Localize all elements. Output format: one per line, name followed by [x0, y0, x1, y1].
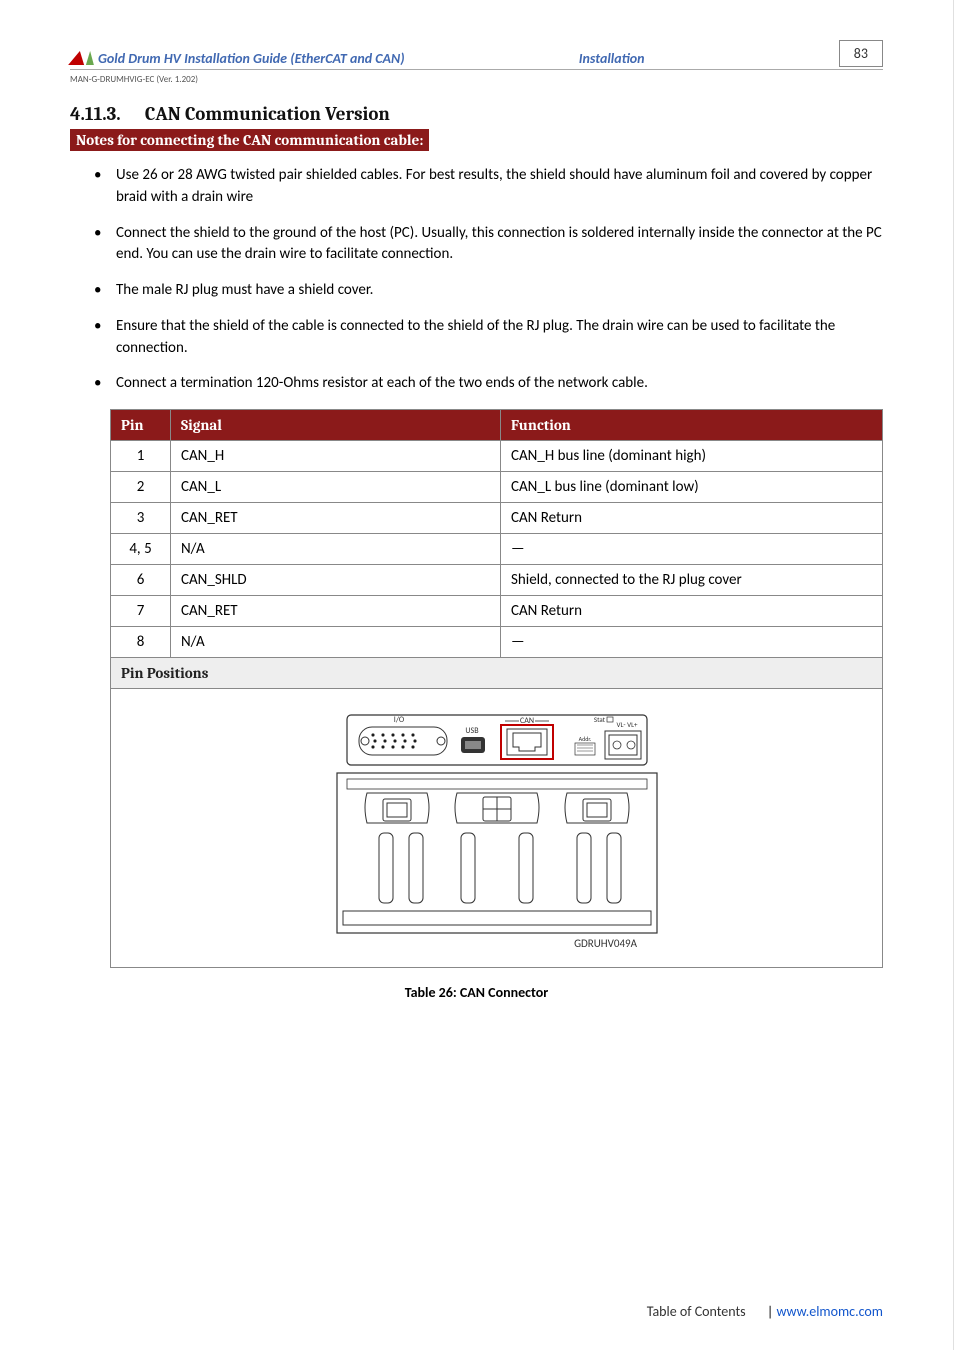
logo-title-group: Gold Drum HV Installation Guide (EtherCA…	[70, 50, 405, 67]
cell-function: Shield, connected to the RJ plug cover	[501, 565, 883, 596]
cell-signal: CAN_L	[171, 472, 501, 503]
table-header-row: Pin Signal Function	[111, 410, 883, 441]
table-row: 3 CAN_RET CAN Return	[111, 503, 883, 534]
table-row: 7 CAN_RET CAN Return	[111, 596, 883, 627]
table-caption: Table 26: CAN Connector	[70, 984, 883, 1001]
stat-label: Stat	[593, 715, 605, 724]
cell-pin: 6	[111, 565, 171, 596]
version-line: MAN-G-DRUMHVIG-EC (Ver. 1.202)	[70, 74, 883, 85]
connector-diagram-cell: I/O USB CAN Stat	[111, 689, 883, 968]
vl-label: VL- VL+	[616, 720, 638, 729]
cell-pin: 4, 5	[111, 534, 171, 565]
brand-logo-icon	[70, 51, 92, 65]
cell-signal: CAN_RET	[171, 503, 501, 534]
notes-banner: Notes for connecting the CAN communicati…	[70, 129, 429, 151]
cell-function: —	[501, 534, 883, 565]
bullet-list: Use 26 or 28 AWG twisted pair shielded c…	[70, 165, 883, 395]
heading-number: 4.11.3.	[70, 103, 121, 125]
bullet-item: Connect the shield to the ground of the …	[94, 223, 883, 267]
table-row: 8 N/A —	[111, 627, 883, 658]
io-label: I/O	[393, 715, 404, 725]
cell-pin: 1	[111, 441, 171, 472]
cell-pin: 8	[111, 627, 171, 658]
cell-signal: CAN_SHLD	[171, 565, 501, 596]
cell-pin: 2	[111, 472, 171, 503]
cell-signal: CAN_RET	[171, 596, 501, 627]
cell-function: CAN_L bus line (dominant low)	[501, 472, 883, 503]
cell-pin: 3	[111, 503, 171, 534]
cell-signal: N/A	[171, 534, 501, 565]
table-row: 6 CAN_SHLD Shield, connected to the RJ p…	[111, 565, 883, 596]
footer-toc-label[interactable]: Table of Contents	[647, 1303, 746, 1320]
section-heading: 4.11.3. CAN Communication Version	[70, 103, 883, 125]
cell-pin: 7	[111, 596, 171, 627]
table-row: 4, 5 N/A —	[111, 534, 883, 565]
cell-signal: N/A	[171, 627, 501, 658]
page-number: 83	[839, 40, 883, 67]
col-function: Function	[501, 410, 883, 441]
footer-separator: |	[767, 1303, 773, 1320]
usb-label: USB	[465, 726, 479, 736]
col-signal: Signal	[171, 410, 501, 441]
page-footer: Table of Contents | www.elmomc.com	[647, 1303, 883, 1320]
heading-title: CAN Communication Version	[145, 103, 390, 125]
diagram-row: I/O USB CAN Stat	[111, 689, 883, 968]
bullet-item: Use 26 or 28 AWG twisted pair shielded c…	[94, 165, 883, 209]
table-row: 1 CAN_H CAN_H bus line (dominant high)	[111, 441, 883, 472]
bullet-item: The male RJ plug must have a shield cove…	[94, 280, 883, 302]
cell-function: CAN Return	[501, 596, 883, 627]
footer-link[interactable]: www.elmomc.com	[776, 1303, 883, 1320]
pin-positions-label: Pin Positions	[111, 658, 883, 689]
connector-diagram-icon: I/O USB CAN Stat	[287, 707, 707, 957]
bullet-item: Ensure that the shield of the cable is c…	[94, 316, 883, 360]
chip-id-label: GDRUHV049A	[574, 937, 638, 950]
section-label: Installation	[579, 50, 645, 67]
cell-signal: CAN_H	[171, 441, 501, 472]
pin-positions-row: Pin Positions	[111, 658, 883, 689]
col-pin: Pin	[111, 410, 171, 441]
bullet-item: Connect a termination 120-Ohms resistor …	[94, 373, 883, 395]
cell-function: —	[501, 627, 883, 658]
page-header: Gold Drum HV Installation Guide (EtherCA…	[70, 40, 883, 70]
cell-function: CAN Return	[501, 503, 883, 534]
table-row: 2 CAN_L CAN_L bus line (dominant low)	[111, 472, 883, 503]
cell-function: CAN_H bus line (dominant high)	[501, 441, 883, 472]
signal-table: Pin Signal Function 1 CAN_H CAN_H bus li…	[110, 409, 883, 968]
document-title: Gold Drum HV Installation Guide (EtherCA…	[98, 50, 405, 67]
addr-label: Addr.	[578, 735, 591, 743]
